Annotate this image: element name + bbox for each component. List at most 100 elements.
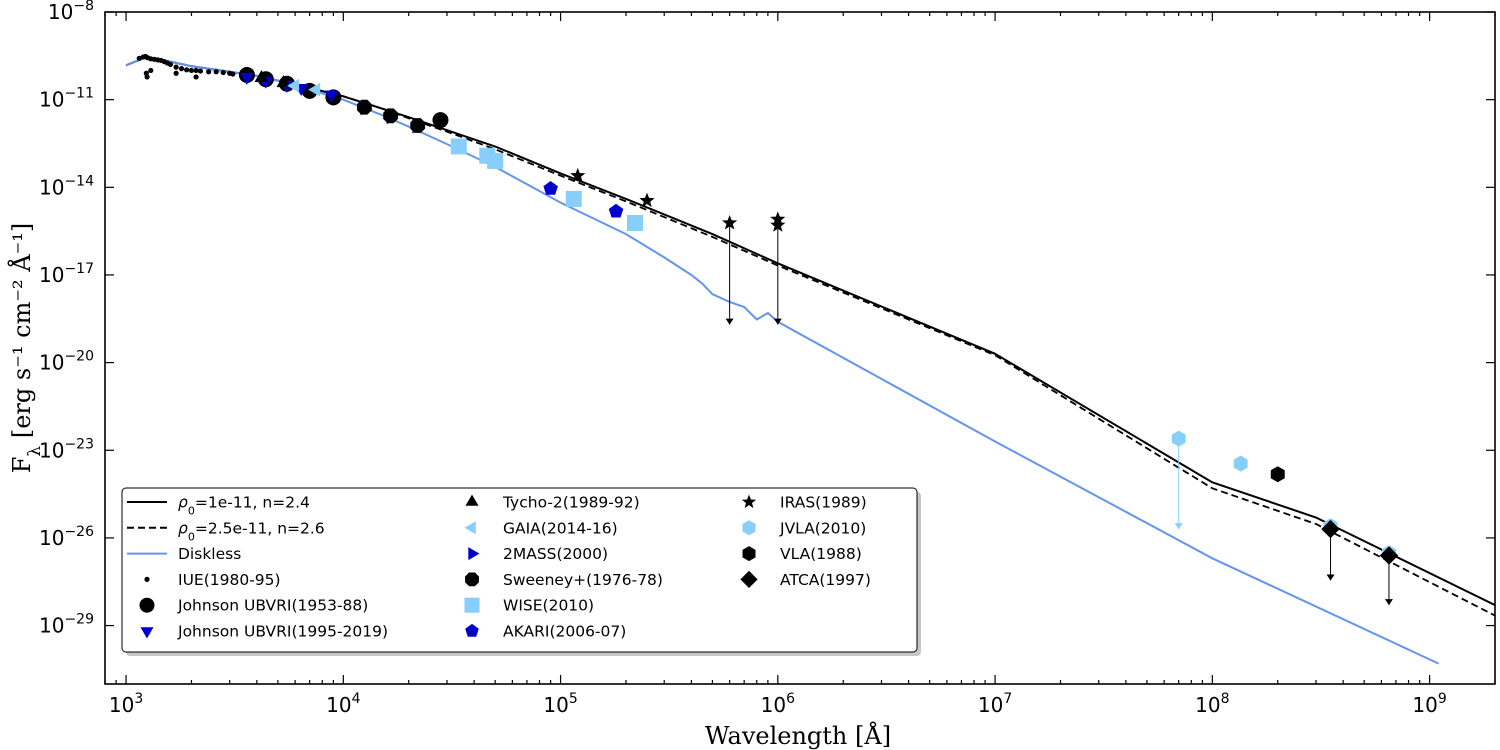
legend-label: Diskless (178, 545, 241, 563)
legend-label: VLA(1988) (780, 545, 862, 563)
legend-label-sub: 0 (188, 504, 195, 517)
upper-limit-arrowhead (1326, 574, 1335, 581)
upper-limit-arrowhead (725, 318, 734, 325)
legend-label-rest: =2.5e-11, n=2.6 (195, 519, 325, 537)
legend-marker (465, 572, 479, 587)
x-tick-exponent: 6 (786, 691, 795, 707)
x-tick-label: 107 (978, 691, 1012, 717)
upper-limit-arrowhead (1174, 523, 1183, 530)
y-tick-base: 10 (39, 614, 64, 638)
data-point-iue-1980-95 (173, 70, 179, 76)
y-tick-base: 10 (39, 438, 64, 462)
legend-label-rest: =1e-11, n=2.4 (195, 494, 310, 512)
legend-label: WISE(2010) (503, 597, 594, 615)
x-tick-exponent: 8 (1221, 691, 1230, 707)
legend-marker (140, 627, 154, 639)
legend-label: ρ0=1e-11, n=2.4 (178, 494, 310, 518)
upper-limit-arrowhead (773, 318, 782, 325)
x-tick-label: 108 (1195, 691, 1229, 717)
data-point-iue-1980-95 (213, 69, 219, 75)
legend-marker (464, 521, 476, 535)
x-tick-base: 10 (326, 693, 351, 717)
y-tick-exponent: −14 (64, 173, 94, 189)
x-tick-label: 109 (1412, 691, 1446, 717)
x-tick-base: 10 (109, 693, 134, 717)
data-point-iue-1980-95 (230, 71, 236, 77)
data-point-iue-1980-95 (184, 67, 190, 73)
data-point-iue-1980-95 (193, 67, 199, 74)
legend-label: 2MASS(2000) (503, 545, 608, 563)
data-point-iras-1989 (570, 167, 586, 183)
x-tick-label: 106 (761, 691, 795, 717)
x-tick-base: 10 (761, 693, 786, 717)
y-tick-label: 10−26 (39, 524, 94, 550)
legend-marker (741, 494, 757, 509)
data-markers (136, 53, 1399, 565)
data-point-iras-1989 (722, 215, 738, 230)
data-point-iue-1980-95 (136, 55, 142, 61)
y-tick-label: 10−11 (39, 86, 94, 112)
data-point-iue-1980-95 (197, 68, 204, 74)
legend-label: ρ0=2.5e-11, n=2.6 (178, 519, 325, 543)
legend-marker (139, 597, 155, 613)
data-point-vla-1988 (1270, 466, 1285, 483)
data-point-akari-2006-07 (543, 181, 558, 195)
data-point-wise-2010 (565, 190, 582, 207)
data-point-iue-1980-95 (173, 64, 179, 70)
data-point-iue-1980-95 (148, 67, 154, 74)
data-point-iue-1980-95 (188, 67, 195, 74)
plot-frame (104, 11, 1496, 685)
y-tick-base: 10 (39, 88, 64, 112)
x-tick-base: 10 (1412, 693, 1437, 717)
y-tick-label: 10−14 (39, 173, 94, 199)
data-point-johnson-ubvri-1995-2019 (240, 72, 254, 85)
legend-label: Johnson UBVRI(1995-2019) (177, 623, 388, 641)
legend-marker (144, 576, 150, 583)
x-axis-label: Wavelength [Å] (705, 721, 891, 750)
y-tick-base: 10 (39, 263, 64, 287)
legend-label: ATCA(1997) (780, 571, 871, 589)
x-tick-base: 10 (1195, 693, 1220, 717)
data-point-sweeney-1976-78 (383, 108, 398, 124)
legend-marker (742, 546, 756, 562)
legend-label-rho: ρ (178, 494, 188, 512)
data-point-iue-1980-95 (193, 74, 199, 80)
data-point-gaia-2014-16 (287, 78, 300, 93)
data-point-iras-1989 (639, 192, 655, 208)
legend-label: JVLA(2010) (779, 519, 866, 537)
y-tick-exponent: −23 (64, 436, 94, 452)
x-tick-label: 105 (543, 691, 577, 717)
legend-label: GAIA(2014-16) (503, 519, 618, 537)
data-point-wise-2010 (626, 215, 643, 232)
data-point-iras-1989 (770, 217, 786, 232)
data-point-iue-1980-95 (220, 69, 226, 76)
data-point-tycho-2-1989-92 (276, 75, 291, 88)
x-tick-label: 103 (109, 691, 143, 717)
y-tick-base: 10 (39, 526, 64, 550)
data-point-gaia-2014-16 (308, 82, 321, 97)
x-tick-exponent: 5 (569, 691, 578, 707)
data-point-atca-1997 (1321, 519, 1340, 539)
data-point-iue-1980-95 (178, 66, 185, 72)
data-point-iue-1980-95 (206, 69, 212, 75)
legend-marker (465, 494, 479, 506)
y-tick-label: 10−17 (39, 261, 94, 287)
y-tick-exponent: −17 (64, 261, 94, 277)
x-tick-exponent: 4 (352, 691, 361, 707)
data-point-wise-2010 (487, 152, 504, 169)
y-tick-label: 10−23 (39, 436, 94, 462)
legend-marker (740, 570, 758, 588)
upper-limit-arrowhead (1384, 599, 1393, 606)
data-point-akari-2006-07 (608, 203, 624, 218)
data-point-sweeney-1976-78 (410, 118, 426, 133)
y-tick-base: 10 (39, 351, 64, 375)
data-point-jvla-2010 (1171, 430, 1186, 447)
legend-label: AKARI(2006-07) (503, 623, 626, 641)
legend-marker (468, 547, 480, 561)
data-point-johnson-ubvri-1953-88 (432, 112, 449, 129)
data-point-johnson-ubvri-1995-2019 (324, 90, 339, 103)
axis-ticks (104, 11, 1496, 684)
y-axis-label: Fλ [erg s⁻¹ cm⁻² Å⁻¹] (7, 223, 45, 473)
